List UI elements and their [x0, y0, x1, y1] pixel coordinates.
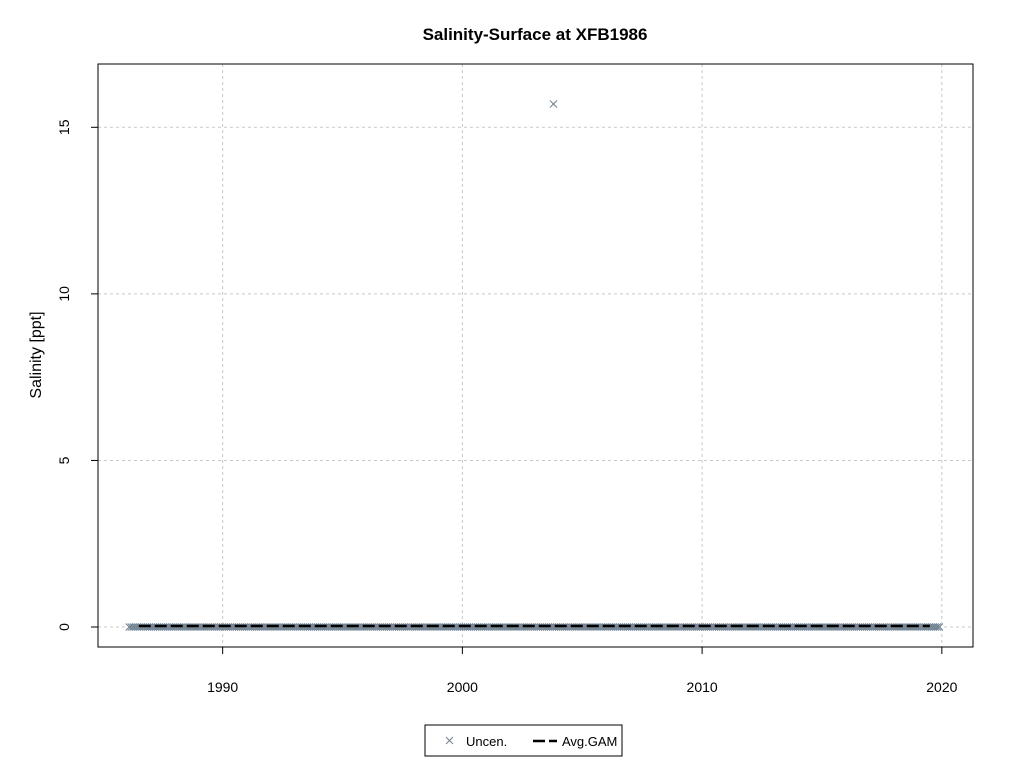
plot-frame: [97, 63, 974, 648]
y-axis-label: Salinity [ppt]: [28, 311, 45, 398]
y-tick-label: 15: [56, 119, 72, 135]
legend: Uncen. Avg.GAM: [424, 724, 623, 757]
legend-uncen-label: Uncen.: [466, 734, 507, 749]
data-point: [933, 623, 942, 631]
data-point: [935, 623, 944, 631]
x-tick-label: 2000: [447, 679, 478, 695]
y-tick-label: 10: [56, 286, 72, 302]
y-tick-label: 0: [56, 623, 72, 631]
x-tick-label: 2020: [926, 679, 957, 695]
legend-gam-label: Avg.GAM: [562, 734, 617, 749]
y-axis: 0 5 10 15: [56, 119, 98, 631]
x-axis: 1990 2000 2010 2020: [207, 647, 958, 695]
chart-title: Salinity-Surface at XFB1986: [423, 25, 648, 44]
legend-uncen-marker: [445, 736, 454, 745]
x-tick-label: 2010: [687, 679, 718, 695]
legend-box: [424, 724, 623, 757]
data-point: [549, 100, 558, 108]
y-tick-label: 5: [56, 456, 72, 464]
x-tick-label: 1990: [207, 679, 238, 695]
